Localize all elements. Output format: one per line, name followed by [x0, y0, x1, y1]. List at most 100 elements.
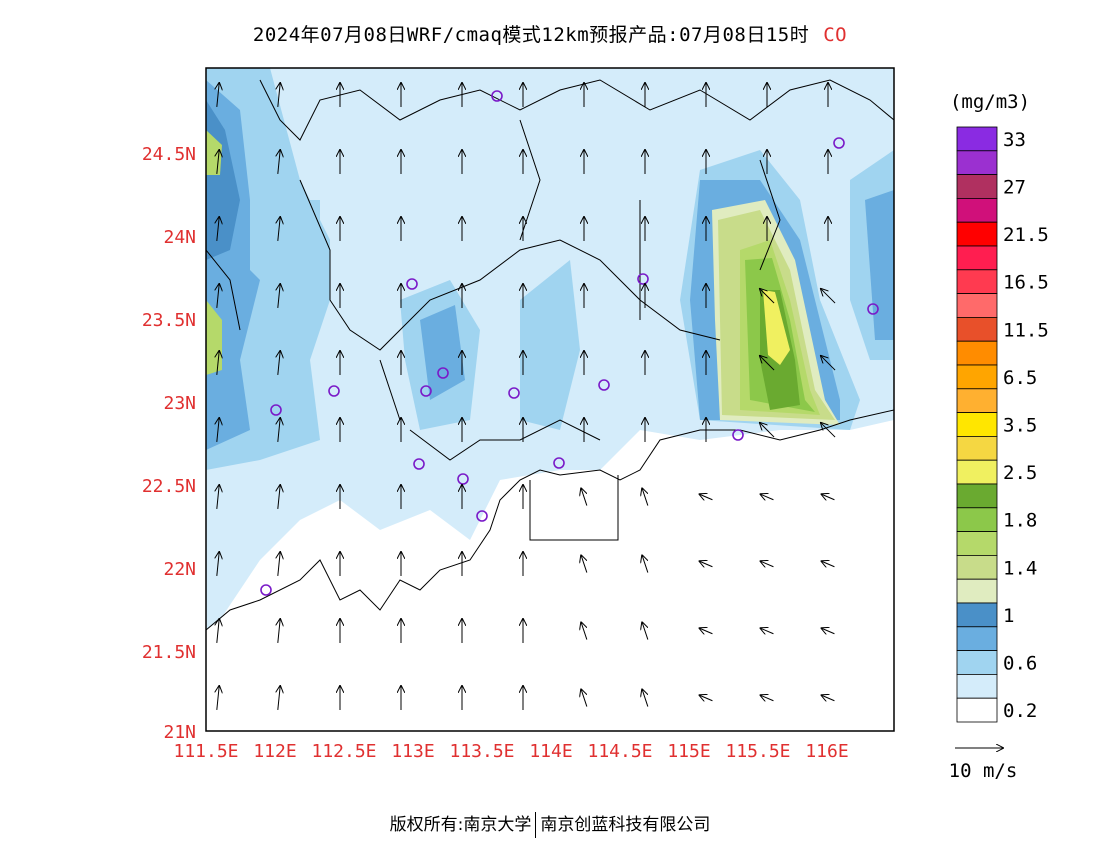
colorbar-label: 11.5 [1003, 319, 1049, 341]
colorbar-label: 1 [1003, 605, 1014, 627]
colorbar-label: 33 [1003, 129, 1026, 151]
wind-arrow [642, 622, 649, 640]
wind-arrow [217, 351, 219, 375]
colorbar-label: 1.8 [1003, 510, 1037, 532]
wind-arrow [278, 686, 280, 710]
wind-arrow [822, 695, 835, 701]
lat-tick-label: 22.5N [142, 476, 196, 497]
lon-tick-label: 115.5E [725, 741, 790, 762]
colorbar-swatch [956, 483, 998, 509]
lon-tick-label: 112E [253, 741, 296, 762]
wind-arrow [822, 494, 835, 500]
colorbar-swatch [956, 293, 998, 318]
footer-left: 版权所有:南京大学 [389, 815, 532, 835]
wind-arrow [642, 555, 649, 573]
wind-arrow [278, 284, 280, 308]
wind-arrow [278, 619, 280, 643]
longitude-axis: 111.5E 112E 112.5E 113E 113.5E 114E 114.… [173, 741, 848, 762]
lon-tick-label: 113.5E [449, 741, 514, 762]
wind-arrow [821, 356, 836, 371]
colorbar-swatch [956, 269, 998, 294]
lon-tick-label: 114E [529, 741, 572, 762]
lat-tick-label: 23N [163, 393, 196, 414]
wind-arrow [217, 150, 219, 174]
wind-arrow [700, 628, 713, 634]
wind-arrow [581, 689, 588, 707]
wind-arrow [278, 418, 280, 442]
wind-arrow [700, 695, 713, 701]
wind-arrow [760, 289, 775, 304]
wind-arrow [760, 423, 775, 438]
wind-arrow [642, 488, 649, 506]
lon-tick-label: 111.5E [173, 741, 238, 762]
wind-arrow [217, 83, 219, 107]
wind-arrow [700, 561, 713, 567]
lat-tick-label: 23.5N [142, 310, 196, 331]
wind-arrow [761, 628, 774, 634]
wind-arrow [217, 485, 219, 509]
wind-vectors [217, 83, 836, 710]
lon-tick-label: 115E [667, 741, 710, 762]
colorbar-swatch [956, 340, 998, 366]
wind-arrow [217, 552, 219, 576]
colorbar-swatch [956, 578, 998, 604]
lon-tick-label: 112.5E [311, 741, 376, 762]
colorbar-swatch [956, 650, 998, 675]
lat-tick-label: 24.5N [142, 144, 196, 165]
lon-tick-label: 116E [805, 741, 848, 762]
colorbar-swatch [956, 412, 998, 437]
colorbar-swatch [956, 507, 998, 532]
wind-arrow [278, 485, 280, 509]
lon-tick-label: 114.5E [587, 741, 652, 762]
wind-arrow [700, 494, 713, 500]
colorbar-swatch [956, 531, 998, 556]
wind-arrow [761, 561, 774, 567]
lat-tick-label: 24N [163, 227, 196, 248]
colorbar-swatch [956, 674, 998, 699]
colorbar-swatch [956, 126, 998, 152]
lon-tick-label: 113E [391, 741, 434, 762]
lat-tick-label: 21N [163, 722, 196, 743]
wind-arrow [760, 356, 775, 371]
lat-tick-label: 22N [163, 559, 196, 580]
colorbar-label: 0.2 [1003, 700, 1037, 722]
colorbar-swatch [956, 388, 998, 413]
colorbar-label: 6.5 [1003, 367, 1037, 389]
title-main: 2024年07月08日WRF/cmaq模式12km预报产品:07月08日15时 [252, 24, 810, 46]
wind-arrow [821, 423, 836, 438]
colorbar: 33 27 21.5 16.5 11.5 6.5 3.5 2.5 1.8 1.4 1 0.6 0.2 [956, 126, 1049, 723]
lat-tick-label: 21.5N [142, 642, 196, 663]
colorbar-swatch [956, 697, 998, 723]
station-markers [260, 90, 879, 596]
wind-reference-label: 10 m/s [949, 760, 1018, 782]
colorbar-swatch [956, 626, 998, 651]
colorbar-swatch [956, 459, 998, 485]
footer-divider [535, 812, 537, 838]
boundary-lines [206, 79, 894, 631]
wind-arrow [581, 622, 588, 640]
wind-arrow [642, 689, 649, 707]
footer-copyright: 版权所有:南京大学 南京创蓝科技有限公司 [0, 810, 1100, 838]
colorbar-label: 2.5 [1003, 462, 1037, 484]
colorbar-swatch [956, 150, 998, 176]
latitude-axis: 24.5N 24N 23.5N 23N 22.5N 22N 21.5N 21N [142, 144, 196, 743]
wind-arrow [278, 552, 280, 576]
wind-arrow [217, 284, 219, 308]
wind-arrow [581, 555, 588, 573]
wind-arrow [581, 488, 588, 506]
colorbar-label: 1.4 [1003, 557, 1037, 579]
colorbar-label: 16.5 [1003, 272, 1049, 294]
colorbar-swatch [956, 221, 998, 247]
colorbar-label: 21.5 [1003, 224, 1049, 246]
wind-arrow [761, 695, 774, 701]
wind-arrow [278, 150, 280, 174]
colorbar-swatch [956, 245, 998, 271]
wind-arrow [217, 217, 219, 241]
wind-arrow [278, 83, 280, 107]
wind-arrow [217, 418, 219, 442]
colorbar-swatch [956, 197, 998, 223]
footer-right: 南京创蓝科技有限公司 [540, 815, 711, 835]
colorbar-label: 27 [1003, 177, 1026, 199]
title-species: CO [823, 24, 848, 46]
